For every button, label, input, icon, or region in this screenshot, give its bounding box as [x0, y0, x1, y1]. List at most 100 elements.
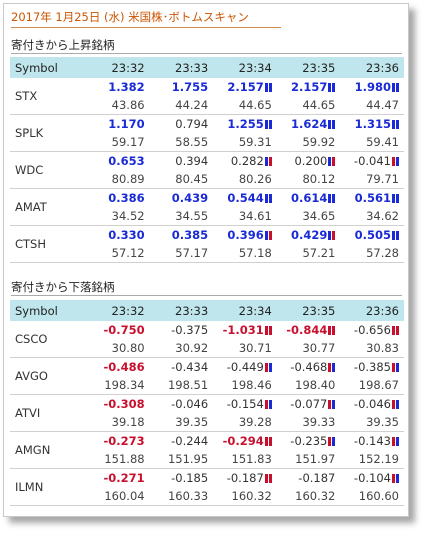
change-value: -0.046: [171, 397, 209, 411]
blue-bar-icon: [396, 83, 399, 92]
price-cell: 160.32: [213, 487, 277, 506]
price-cell: 198.40: [276, 376, 341, 395]
price-cell: 30.83: [340, 339, 404, 358]
table-row: STX 1.382 1.755 2.157 2.157 1.980: [10, 78, 404, 115]
symbol-cell: CSCO: [10, 321, 86, 358]
symbol-cell: STX: [10, 78, 86, 115]
blue-bar-icon: [268, 400, 272, 409]
table-row: CTSH 0.330 0.385 0.396 0.429 0.505: [10, 225, 404, 263]
change-cell: 1.755: [150, 78, 214, 96]
blue-bar-icon: [396, 120, 399, 129]
blue-bar-icon: [264, 194, 268, 203]
change-cell: -0.468: [277, 358, 341, 377]
price-cell: 80.12: [276, 170, 341, 189]
column-header-time: 23:33: [149, 300, 214, 321]
red-bar-icon: [392, 400, 395, 409]
change-cell: -0.308: [86, 395, 150, 414]
blue-bar-icon: [396, 437, 399, 446]
price-cell: 30.77: [276, 339, 341, 358]
price-cell: 80.26: [213, 170, 277, 189]
change-value: 0.614: [290, 191, 328, 205]
price-cell: 34.62: [340, 207, 404, 226]
change-cell: 0.396: [213, 226, 277, 245]
table-row: 43.86 44.24 44.65 44.65 44.47: [10, 96, 404, 115]
change-value: -0.750: [103, 323, 145, 337]
change-value: 1.624: [290, 117, 328, 131]
red-bar-icon: [264, 400, 268, 409]
change-cell: 0.653: [86, 152, 150, 171]
change-cell: -0.434: [150, 358, 214, 377]
red-bar-icon: [332, 326, 336, 335]
blue-bar-icon: [328, 194, 332, 203]
change-value: 0.794: [175, 117, 209, 131]
change-cell: -0.844: [277, 321, 341, 339]
blue-bar-icon: [332, 363, 336, 372]
change-cell: -0.046: [340, 395, 404, 414]
page-title: 2017年 1月25日 (水) 米国株･ボトムスキャン: [11, 10, 249, 24]
symbol-cell: ATVI: [10, 394, 86, 432]
red-bar-icon: [392, 157, 395, 166]
change-value: 0.653: [108, 154, 145, 168]
change-cell: -1.031: [213, 321, 277, 339]
symbol-cell: WDC: [10, 151, 86, 189]
change-cell: 0.561: [340, 189, 404, 208]
table-row: ILMN -0.271 -0.185 -0.187 -0.187 -0.104: [10, 468, 404, 506]
column-header-time: 23:35: [276, 57, 341, 78]
red-bar-icon: [392, 437, 395, 446]
table-row: 39.18 39.35 39.28 39.33 39.35: [10, 413, 404, 432]
symbol-cell: AMAT: [10, 188, 86, 226]
change-value: 1.170: [108, 117, 145, 131]
column-header-time: 23:33: [149, 57, 214, 78]
blue-bar-icon: [396, 363, 399, 372]
change-cell: 0.794: [150, 115, 214, 134]
blue-bar-icon: [268, 194, 272, 203]
change-value: -0.273: [103, 434, 145, 448]
price-cell: 34.61: [213, 207, 277, 226]
blue-bar-icon: [332, 120, 336, 129]
blue-bar-icon: [328, 231, 332, 240]
red-bar-icon: [396, 326, 399, 335]
change-value: 0.282: [230, 154, 264, 168]
price-cell: 30.71: [213, 339, 277, 358]
table-row: WDC 0.653 0.394 0.282 0.200 -0.041: [10, 151, 404, 189]
price-cell: 39.33: [276, 413, 341, 432]
price-cell: 34.65: [276, 207, 341, 226]
blue-bar-icon: [264, 120, 268, 129]
change-cell: 0.394: [150, 152, 214, 171]
column-header-symbol: Symbol: [10, 300, 86, 321]
price-cell: 57.12: [86, 244, 150, 263]
change-cell: -0.294: [213, 432, 277, 451]
change-value: -0.187: [226, 471, 264, 485]
change-value: -0.486: [103, 360, 145, 374]
blue-bar-icon: [268, 363, 272, 372]
section-label-falling: 寄付きから下落銘柄: [11, 280, 115, 294]
price-cell: 57.17: [149, 244, 214, 263]
change-cell: 0.330: [86, 226, 150, 245]
change-cell: 0.439: [150, 189, 214, 208]
column-header-time: 23:34: [213, 300, 277, 321]
red-bar-icon: [392, 474, 395, 483]
red-bar-icon: [268, 326, 272, 335]
price-cell: 152.19: [340, 450, 404, 469]
table-row: AMAT 0.386 0.439 0.544 0.614 0.561: [10, 188, 404, 226]
change-value: -0.185: [171, 471, 209, 485]
price-cell: 44.65: [276, 96, 341, 115]
price-cell: 160.60: [340, 487, 404, 506]
change-value: -0.046: [353, 397, 391, 411]
change-value: 0.561: [354, 191, 391, 205]
red-bar-icon: [328, 363, 332, 372]
change-cell: 1.624: [277, 115, 341, 134]
change-value: 0.330: [108, 228, 145, 242]
price-cell: 44.47: [340, 96, 404, 115]
section-divider-falling: [11, 295, 402, 296]
change-value: 2.157: [227, 80, 264, 94]
price-cell: 198.46: [213, 376, 277, 395]
change-cell: -0.244: [150, 432, 214, 451]
red-bar-icon: [264, 437, 268, 446]
change-value: 0.386: [108, 191, 145, 205]
blue-bar-icon: [392, 231, 395, 240]
blue-bar-icon: [268, 83, 272, 92]
blue-bar-icon: [392, 83, 395, 92]
change-value: 1.755: [171, 80, 209, 94]
blue-bar-icon: [268, 120, 272, 129]
